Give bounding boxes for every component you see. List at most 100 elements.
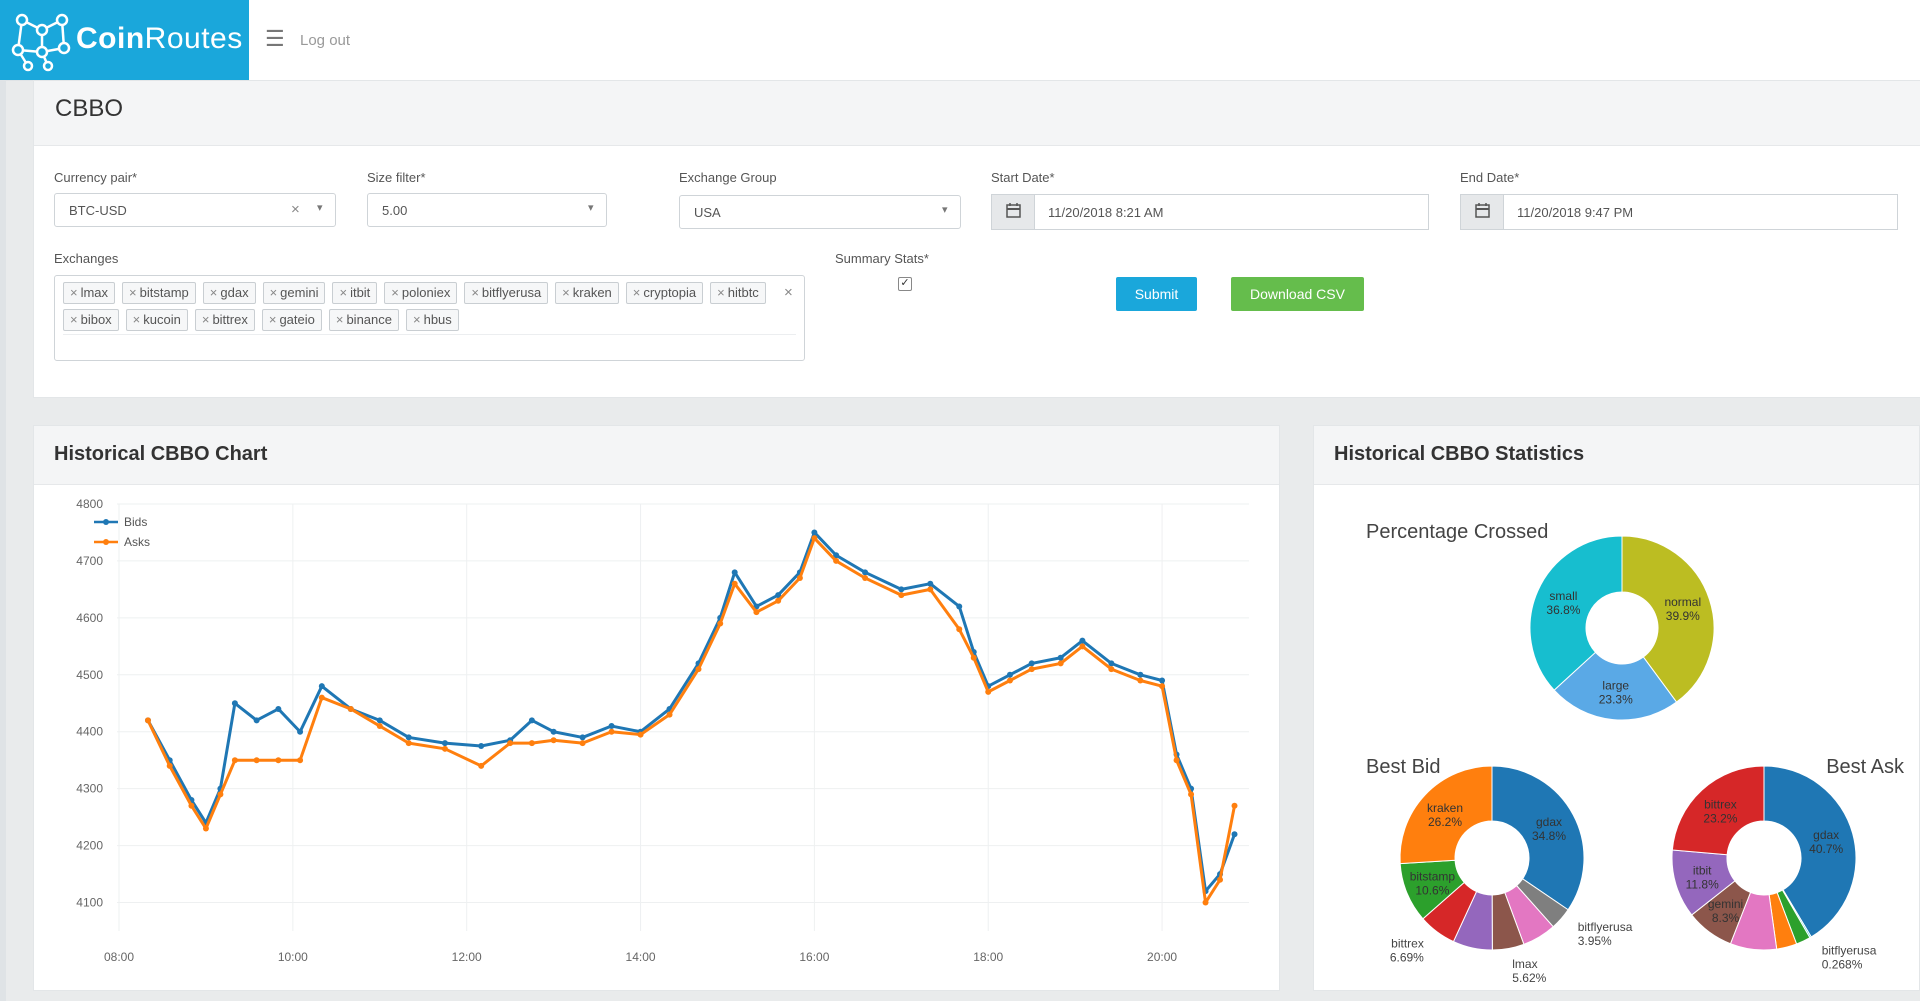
- pie-slice-kraken[interactable]: [1399, 765, 1493, 865]
- exchange-group-select[interactable]: USA ▾: [679, 195, 961, 229]
- data-point-asks: [1079, 643, 1086, 650]
- remove-chip-icon[interactable]: ×: [413, 312, 421, 327]
- pie-slice-bittrex[interactable]: [1671, 765, 1765, 856]
- pie-slice-value: 39.9%: [1666, 609, 1700, 623]
- data-point-asks: [253, 757, 260, 764]
- exchange-chip-label: bitstamp: [139, 285, 189, 300]
- remove-chip-icon[interactable]: ×: [339, 285, 348, 300]
- data-point-bids: [862, 569, 869, 576]
- exchanges-multiselect[interactable]: × lmax × bitstamp × gdax × gemini × itbit × polonie…: [54, 275, 805, 361]
- exchange-chip-lmax[interactable]: × lmax: [63, 282, 116, 304]
- data-point-bids: [1028, 660, 1035, 667]
- download-csv-button[interactable]: Download CSV: [1231, 277, 1364, 311]
- data-point-asks: [608, 728, 615, 735]
- exchange-chip-kucoin[interactable]: × kucoin: [125, 309, 188, 331]
- remove-chip-icon[interactable]: ×: [268, 312, 277, 327]
- exchange-chip-label: bittrex: [212, 312, 248, 327]
- data-point-bids: [253, 717, 260, 724]
- exchange-chip-binance[interactable]: × binance: [328, 309, 399, 331]
- exchange-chip-label: itbit: [350, 285, 371, 300]
- cbbo-line-chart[interactable]: 4100 4200 4300 4400 4500 4600 4700 4800 08:00 10:…: [34, 486, 1279, 990]
- calendar-icon[interactable]: [1461, 195, 1504, 229]
- exchange-chip-cryptopia[interactable]: × cryptopia: [625, 282, 704, 304]
- data-point-asks: [731, 580, 738, 587]
- brand-logo[interactable]: CoinRoutes: [0, 0, 249, 80]
- data-point-bids: [478, 742, 485, 749]
- pie-slice-large[interactable]: [1553, 651, 1678, 721]
- pie-slice-normal[interactable]: [1621, 535, 1715, 703]
- remove-chip-icon[interactable]: ×: [209, 285, 218, 300]
- chevron-down-icon[interactable]: ▾: [942, 204, 948, 216]
- data-point-asks: [217, 791, 224, 798]
- exchange-chip-gdax[interactable]: × gdax: [202, 282, 256, 304]
- currency-pair-select[interactable]: BTC-USD × ▾: [54, 193, 336, 227]
- cbbo-filter-panel: CBBO Currency pair* BTC-USD × ▾ Size fil…: [33, 80, 1920, 398]
- remove-chip-icon[interactable]: ×: [132, 312, 141, 327]
- calendar-icon[interactable]: [992, 195, 1035, 229]
- end-date-field[interactable]: 11/20/2018 9:47 PM: [1460, 194, 1898, 230]
- exchange-chip-gateio[interactable]: × gateio: [261, 309, 322, 331]
- start-date-field[interactable]: 11/20/2018 8:21 AM: [991, 194, 1429, 230]
- remove-chip-icon[interactable]: ×: [391, 285, 399, 300]
- clear-icon[interactable]: ×: [291, 201, 300, 218]
- exchange-chip-hitbtc[interactable]: × hitbtc: [710, 282, 766, 304]
- remove-chip-icon[interactable]: ×: [562, 285, 570, 300]
- x-tick-label: 08:00: [104, 950, 134, 964]
- remove-chip-icon[interactable]: ×: [70, 312, 78, 327]
- remove-chip-icon[interactable]: ×: [129, 285, 137, 300]
- exchange-chip-label: bibox: [80, 312, 112, 327]
- remove-chip-icon[interactable]: ×: [717, 285, 725, 300]
- data-point-bids: [1006, 671, 1013, 678]
- legend-label-bids: Bids: [124, 515, 147, 529]
- y-tick-label: 4500: [76, 668, 103, 682]
- summary-stats-checkbox[interactable]: ✓: [898, 277, 912, 291]
- clear-icon[interactable]: ×: [784, 284, 793, 301]
- remove-chip-icon[interactable]: ×: [632, 285, 641, 300]
- pie-slice-value: 23.3%: [1599, 693, 1633, 707]
- data-point-asks: [1137, 677, 1144, 684]
- x-tick-label: 16:00: [799, 950, 829, 964]
- data-point-bids: [1231, 831, 1238, 838]
- size-filter-select[interactable]: 5.00 ▾: [367, 193, 607, 227]
- exchange-chip-poloniex[interactable]: × poloniex: [384, 282, 458, 304]
- exchange-chip-bittrex[interactable]: × bittrex: [194, 309, 255, 331]
- hamburger-icon[interactable]: ☰: [265, 26, 285, 51]
- data-point-asks: [528, 740, 535, 747]
- exchange-chip-kraken[interactable]: × kraken: [555, 282, 619, 304]
- remove-chip-icon[interactable]: ×: [471, 285, 479, 300]
- data-point-asks: [275, 757, 282, 764]
- remove-chip-icon[interactable]: ×: [201, 312, 210, 327]
- pie-slice-small[interactable]: [1529, 535, 1623, 691]
- data-point-asks: [1108, 666, 1115, 673]
- submit-button[interactable]: Submit: [1116, 277, 1197, 311]
- statistics-pie-charts[interactable]: Percentage Crossed Best Bid Best Ask nor…: [1314, 486, 1919, 990]
- chevron-down-icon[interactable]: ▾: [588, 202, 594, 214]
- pie-slice-gdax[interactable]: [1491, 765, 1585, 911]
- x-tick-label: 20:00: [1147, 950, 1177, 964]
- exchange-group-value: USA: [694, 205, 721, 220]
- exchange-chip-label: gemini: [280, 285, 319, 300]
- exchange-chip-bitstamp[interactable]: × bitstamp: [122, 282, 196, 304]
- y-tick-label: 4700: [76, 554, 103, 568]
- exchange-chip-bibox[interactable]: × bibox: [63, 309, 119, 331]
- pie-slice-gdax[interactable]: [1763, 765, 1857, 938]
- data-point-asks: [1217, 876, 1224, 883]
- exchange-chip-label: poloniex: [401, 285, 451, 300]
- data-point-bids: [731, 569, 738, 576]
- left-sidebar-edge: [0, 80, 6, 1001]
- data-point-bids: [1159, 677, 1166, 684]
- exchange-chip-bitflyerusa[interactable]: × bitflyerusa: [464, 282, 549, 304]
- logout-link[interactable]: Log out: [300, 32, 351, 49]
- data-point-asks: [1202, 899, 1209, 906]
- remove-chip-icon[interactable]: ×: [335, 312, 344, 327]
- remove-chip-icon[interactable]: ×: [269, 285, 278, 300]
- exchange-chip-itbit[interactable]: × itbit: [332, 282, 378, 304]
- exchange-chip-hbus[interactable]: × hbus: [406, 309, 459, 331]
- y-tick-label: 4800: [76, 497, 103, 511]
- data-point-bids: [275, 705, 282, 712]
- data-point-bids: [1137, 671, 1144, 678]
- chevron-down-icon[interactable]: ▾: [317, 202, 323, 214]
- exchange-chip-gemini[interactable]: × gemini: [262, 282, 326, 304]
- data-point-asks: [637, 731, 644, 738]
- remove-chip-icon[interactable]: ×: [70, 285, 78, 300]
